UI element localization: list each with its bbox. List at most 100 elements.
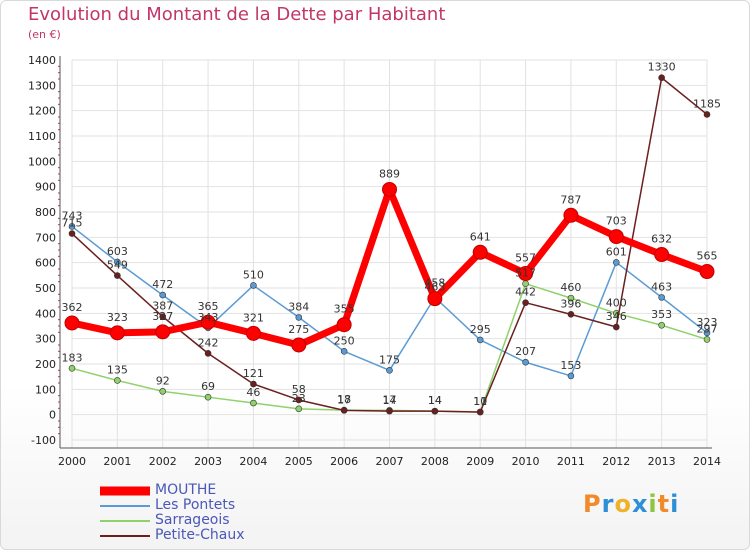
data-label-petite-chaux: 121 xyxy=(243,367,264,380)
axes: -100 0 100 200 300 400 500 600 700 800 900 1000 1100… xyxy=(28,54,721,468)
logo-letter: x xyxy=(631,490,649,518)
data-point-petite-chaux xyxy=(114,272,121,279)
y-tick-label: 1400 xyxy=(28,54,56,67)
data-point-mouthe xyxy=(608,229,624,245)
x-tick-label: 2008 xyxy=(421,455,449,468)
legend-label-les-pontets: Les Pontets xyxy=(155,497,236,513)
data-label-les-pontets: 601 xyxy=(606,245,627,258)
data-label-sarrageois: 14 xyxy=(428,394,442,407)
y-tick-label: 1300 xyxy=(28,79,56,92)
y-tick-label: 0 xyxy=(49,409,56,422)
y-tick-label: 700 xyxy=(35,231,56,244)
y-tick-label: 300 xyxy=(35,333,56,346)
data-label-les-pontets: 153 xyxy=(560,359,581,372)
grid xyxy=(71,59,708,448)
data-point-mouthe xyxy=(518,266,534,282)
legend-swatch-mouthe xyxy=(100,486,150,495)
data-point-mouthe xyxy=(472,244,488,260)
data-point-mouthe xyxy=(427,291,443,307)
data-label-mouthe: 365 xyxy=(198,300,219,313)
data-point-les-pontets xyxy=(567,372,575,380)
data-point-petite-chaux xyxy=(476,408,484,416)
data-point-les-pontets xyxy=(703,329,711,337)
data-label-les-pontets: 510 xyxy=(243,268,264,281)
chart-subtitle: (en €) xyxy=(28,28,61,41)
data-point-petite-chaux xyxy=(567,311,575,318)
data-point-petite-chaux xyxy=(204,350,212,357)
proxiti-logo: Proxiti xyxy=(583,490,679,518)
y-tick-label: 1000 xyxy=(28,155,56,168)
chart-title: Evolution du Montant de la Dette par Hab… xyxy=(28,4,446,25)
data-point-mouthe xyxy=(155,324,171,340)
data-point-petite-chaux xyxy=(340,407,348,414)
y-tick-label: 600 xyxy=(35,257,56,270)
data-point-les-pontets xyxy=(159,291,167,299)
logo-letter: i xyxy=(670,490,680,518)
y-tick-label: 1200 xyxy=(28,105,56,118)
legend-label-petite-chaux: Petite-Chaux xyxy=(155,527,245,543)
data-label-sarrageois: 400 xyxy=(606,296,627,309)
data-label-petite-chaux: 242 xyxy=(198,336,219,349)
data-label-petite-chaux: 58 xyxy=(292,383,306,396)
data-label-les-pontets: 603 xyxy=(107,245,128,258)
data-point-mouthe xyxy=(109,325,125,341)
data-label-les-pontets: 463 xyxy=(424,280,445,293)
x-tick-label: 2009 xyxy=(466,455,494,468)
data-label-les-pontets: 207 xyxy=(515,345,536,358)
y-tick-label: 400 xyxy=(35,307,56,320)
legend-swatch-les-pontets xyxy=(100,504,150,507)
legend-label-mouthe: MOUTHE xyxy=(155,482,217,498)
x-tick-label: 2013 xyxy=(648,455,676,468)
data-label-mouthe: 787 xyxy=(560,193,581,206)
data-label-les-pontets: 384 xyxy=(288,300,309,313)
data-label-mouthe: 321 xyxy=(243,311,264,324)
data-label-les-pontets: 743 xyxy=(62,209,83,222)
data-label-les-pontets: 175 xyxy=(379,353,400,366)
y-tick-label: 500 xyxy=(35,282,56,295)
y-tick-label: 900 xyxy=(35,181,56,194)
data-label-mouthe: 355 xyxy=(334,303,355,316)
data-label-petite-chaux: 715 xyxy=(62,217,83,230)
data-point-petite-chaux xyxy=(250,380,257,388)
data-label-les-pontets: 472 xyxy=(152,278,173,291)
logo-letter: i xyxy=(648,490,658,518)
x-tick-label: 2010 xyxy=(512,455,540,468)
data-label-petite-chaux: 387 xyxy=(152,300,173,313)
data-label-petite-chaux: 17 xyxy=(337,393,351,406)
x-tick-label: 2012 xyxy=(602,455,630,468)
legend-swatch-petite-chaux xyxy=(100,534,150,537)
data-point-petite-chaux xyxy=(159,313,167,320)
data-label-sarrageois: 69 xyxy=(201,380,215,393)
data-point-petite-chaux xyxy=(703,111,711,118)
data-point-sarrageois xyxy=(250,399,257,407)
data-label-les-pontets: 463 xyxy=(651,280,672,293)
data-point-mouthe xyxy=(563,207,579,223)
data-label-petite-chaux: 1330 xyxy=(648,61,676,74)
data-label-petite-chaux: 1185 xyxy=(693,97,721,110)
logo-letter: o xyxy=(614,490,632,518)
data-label-mouthe: 327 xyxy=(152,310,173,323)
data-point-petite-chaux xyxy=(658,74,665,82)
data-label-sarrageois: 183 xyxy=(62,351,83,364)
data-label-mouthe: 362 xyxy=(62,301,83,314)
x-tick-label: 2014 xyxy=(693,455,721,468)
x-tick-label: 2004 xyxy=(239,455,267,468)
data-point-mouthe xyxy=(64,315,80,331)
data-label-sarrageois: 18 xyxy=(337,393,351,406)
data-label-petite-chaux: 346 xyxy=(606,310,627,323)
data-label-petite-chaux: 442 xyxy=(515,286,536,299)
data-point-petite-chaux xyxy=(522,299,529,306)
data-label-mouthe: 565 xyxy=(697,250,718,263)
data-point-mouthe xyxy=(382,181,397,197)
data-label-mouthe: 557 xyxy=(515,252,536,265)
data-point-les-pontets xyxy=(250,282,257,289)
data-point-les-pontets xyxy=(476,336,484,344)
data-label-petite-chaux: 396 xyxy=(560,297,581,310)
x-tick-label: 2007 xyxy=(376,455,404,468)
data-label-sarrageois: 353 xyxy=(651,308,672,321)
data-label-sarrageois: 460 xyxy=(560,281,581,294)
data-point-mouthe xyxy=(245,325,261,341)
x-tick-label: 2011 xyxy=(557,455,585,468)
data-label-sarrageois: 297 xyxy=(697,322,718,335)
